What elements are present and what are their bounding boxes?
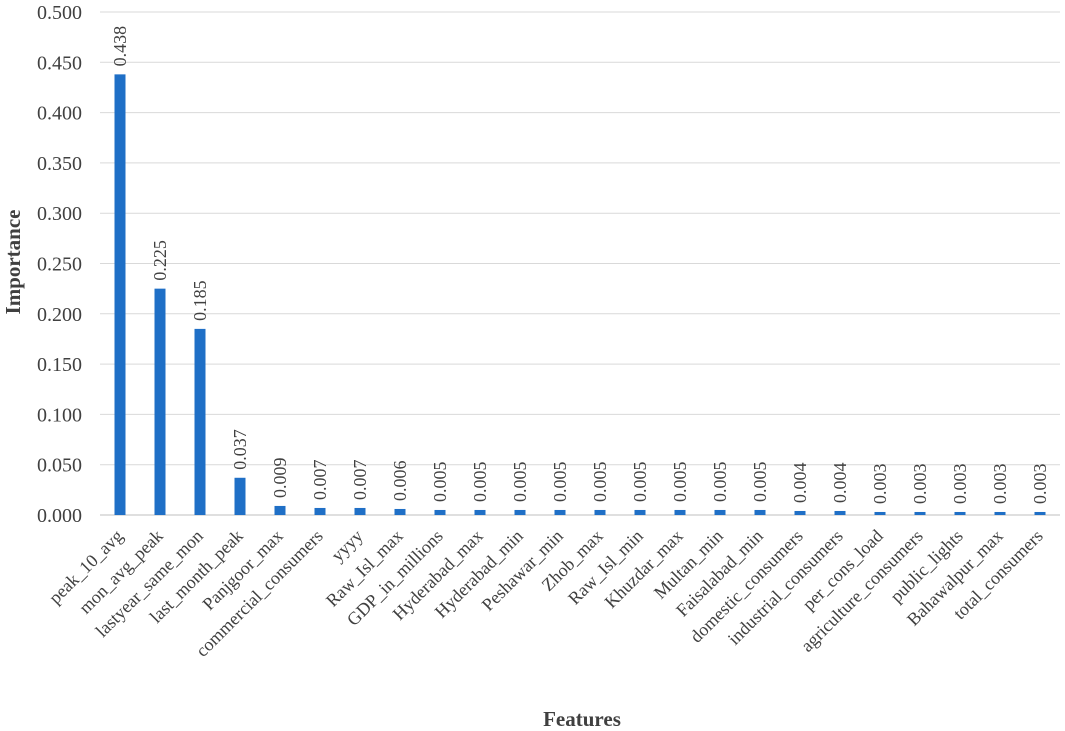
- data-label: 0.004: [830, 462, 850, 503]
- bar: [514, 509, 526, 515]
- data-label: 0.009: [270, 457, 290, 498]
- bars: [114, 74, 1046, 515]
- y-tick-label: 0.300: [37, 203, 82, 225]
- y-tick-label: 0.200: [37, 304, 82, 326]
- bar: [994, 511, 1006, 515]
- data-label: 0.005: [550, 461, 570, 502]
- y-tick-label: 0.100: [37, 404, 82, 426]
- y-tick-label: 0.250: [37, 254, 82, 276]
- data-label: 0.003: [990, 463, 1010, 504]
- bar: [354, 507, 366, 515]
- data-label: 0.005: [590, 461, 610, 502]
- bar: [154, 288, 166, 515]
- data-label: 0.005: [470, 461, 490, 502]
- y-tick-label: 0.000: [37, 505, 82, 527]
- bar: [714, 509, 726, 515]
- bar: [874, 511, 886, 515]
- y-axis-ticks: 0.000 0.050 0.100 0.150 0.200 0.250 0.300 0.350…: [37, 2, 82, 527]
- y-tick-label: 0.450: [37, 52, 82, 74]
- data-label: 0.006: [390, 460, 410, 501]
- x-axis-title: Features: [543, 707, 621, 731]
- bar: [474, 509, 486, 515]
- bar: [754, 509, 766, 515]
- y-tick-label: 0.350: [37, 153, 82, 175]
- x-axis-ticks: peak_10_avgmon_avg_peaklastyear_same_mon…: [45, 526, 1047, 661]
- data-label: 0.005: [430, 461, 450, 502]
- bar: [914, 511, 926, 515]
- bar: [834, 510, 846, 515]
- y-tick-label: 0.500: [37, 2, 82, 24]
- bar: [554, 509, 566, 515]
- data-label: 0.007: [350, 459, 370, 500]
- bar: [314, 507, 326, 515]
- bar: [194, 328, 206, 515]
- bar: [954, 511, 966, 515]
- data-label: 0.003: [910, 463, 930, 504]
- data-label: 0.003: [870, 463, 890, 504]
- data-label: 0.438: [110, 26, 130, 67]
- bar: [794, 510, 806, 515]
- data-label: 0.004: [790, 462, 810, 503]
- bar: [114, 74, 126, 515]
- y-axis-title: Importance: [1, 210, 25, 315]
- data-label: 0.005: [630, 461, 650, 502]
- data-label: 0.037: [230, 429, 250, 470]
- data-label: 0.225: [150, 240, 170, 281]
- bar: [594, 509, 606, 515]
- y-tick-label: 0.400: [37, 103, 82, 125]
- data-label: 0.005: [670, 461, 690, 502]
- data-label: 0.005: [750, 461, 770, 502]
- data-labels: 0.438 0.225 0.185 0.037 0.009 0.007 0.007 0.006…: [110, 26, 1050, 504]
- data-label: 0.003: [950, 463, 970, 504]
- bar: [394, 508, 406, 515]
- bar: [434, 509, 446, 515]
- gridlines: [100, 11, 1060, 516]
- bar: [1034, 511, 1046, 515]
- bar: [274, 505, 286, 515]
- bar: [634, 509, 646, 515]
- data-label: 0.185: [190, 280, 210, 321]
- data-label: 0.005: [710, 461, 730, 502]
- data-label: 0.003: [1030, 463, 1050, 504]
- data-label: 0.007: [310, 459, 330, 500]
- bar: [674, 509, 686, 515]
- data-label: 0.005: [510, 461, 530, 502]
- bar: [234, 477, 246, 515]
- y-tick-label: 0.150: [37, 354, 82, 376]
- y-tick-label: 0.050: [37, 455, 82, 477]
